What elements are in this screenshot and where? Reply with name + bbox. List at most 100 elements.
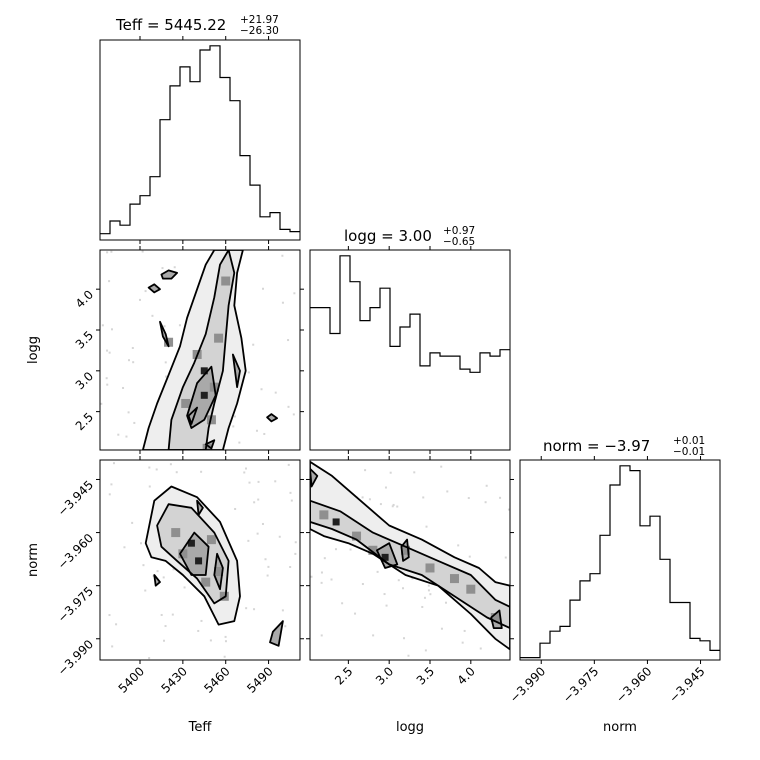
y-tick-label: −3.975 [55, 584, 96, 625]
density-cell [368, 545, 378, 555]
axes-frame-teff [99, 39, 301, 241]
sample-point [361, 496, 364, 499]
contour-line [375, 542, 399, 569]
sample-point [294, 552, 297, 555]
sample-point [169, 463, 172, 466]
sample-point [173, 266, 176, 269]
sample-point [261, 522, 264, 525]
sample-point [427, 589, 430, 592]
histogram-logg [310, 255, 510, 373]
sample-point [108, 351, 111, 354]
y-tick-label: 3.0 [73, 369, 96, 392]
density-cell [195, 557, 203, 565]
title-logg-plus: +0.97 [443, 225, 475, 237]
title-norm-plus: +0.01 [673, 435, 705, 447]
axes-frame-logg [309, 249, 511, 451]
sample-point [289, 566, 292, 569]
contour-line [266, 413, 279, 423]
sample-point [247, 371, 250, 374]
sample-point [264, 558, 267, 561]
sample-point [368, 498, 371, 501]
sample-point [423, 596, 426, 599]
sample-point [376, 570, 379, 573]
sample-point [310, 575, 313, 578]
sample-point [504, 556, 507, 559]
sample-point [411, 577, 414, 580]
density-cell [164, 337, 174, 347]
histogram-norm [520, 465, 720, 659]
contour-line [156, 503, 230, 605]
sample-point [244, 467, 247, 470]
sample-point [224, 635, 227, 638]
sample-point [289, 491, 292, 494]
sample-point [183, 586, 186, 589]
density-cell [490, 613, 500, 623]
density-logg-vs-Teff [100, 250, 296, 450]
sample-point [165, 375, 168, 378]
sample-point [106, 251, 109, 254]
title-norm: norm = −3.97 [543, 437, 650, 455]
density-level [180, 532, 209, 575]
sample-point [125, 435, 128, 438]
sample-point [224, 640, 227, 643]
sample-point [200, 619, 203, 622]
sample-point [266, 574, 269, 577]
contours-logg-vs-Teff [141, 250, 279, 450]
ylabel-logg: logg [26, 336, 41, 364]
sample-point [397, 579, 400, 582]
density-cell [401, 545, 411, 555]
xlabel-teff: Teff [188, 720, 213, 735]
sample-point [403, 637, 406, 640]
x-tick-label: 2.5 [332, 664, 355, 687]
density-cell [319, 510, 329, 520]
sample-point [171, 613, 174, 616]
tick-layer: 5400 5430 5460 5490 2.5 3.0 3.5 4.0 −3.990 −3.975… [55, 36, 708, 706]
sample-point [108, 280, 111, 283]
y-tick-label: −3.945 [55, 478, 96, 519]
contour-line [231, 353, 241, 389]
sample-point [111, 645, 114, 648]
sample-point [427, 584, 430, 587]
contour-line [204, 439, 216, 450]
density-cell [200, 391, 208, 399]
axes-frame-norm [519, 459, 721, 661]
sample-point [463, 629, 466, 632]
title-logg: logg = 3.00 [344, 227, 432, 245]
sample-point [479, 647, 482, 650]
sample-point [457, 544, 460, 547]
sample-point [106, 383, 109, 386]
sample-point [444, 601, 447, 604]
ylabel-norm: norm [26, 543, 41, 577]
sample-point [256, 532, 259, 535]
sample-point [162, 639, 165, 642]
sample-point [267, 565, 270, 568]
sample-point [148, 657, 151, 660]
title-norm-minus: −0.01 [673, 446, 705, 458]
density-cell [221, 276, 231, 286]
sample-point [391, 505, 394, 508]
sample-point [263, 432, 266, 435]
density-cell [181, 398, 191, 408]
density-cell [214, 333, 224, 343]
sample-point [163, 325, 166, 328]
density-fill-layer [100, 250, 510, 660]
x-tick-label: 5400 [116, 664, 147, 695]
sample-point [257, 480, 260, 483]
sample-point [407, 654, 410, 657]
sample-point [156, 570, 159, 573]
contour-line [153, 574, 161, 587]
density-cell [449, 574, 459, 584]
sample-point [172, 568, 175, 571]
sample-point [278, 535, 281, 538]
sample-point [468, 555, 471, 558]
sample-point [320, 581, 323, 584]
axes-frame-norm-vs-Teff [99, 459, 301, 661]
sample-point [320, 571, 323, 574]
density-cell [332, 518, 340, 526]
contour-line [159, 320, 170, 348]
contours-norm-vs-Teff [144, 485, 284, 647]
x-tick-label: −3.975 [560, 664, 601, 705]
density-cell [206, 535, 216, 545]
density-level [310, 500, 510, 629]
contour-line [147, 283, 161, 294]
